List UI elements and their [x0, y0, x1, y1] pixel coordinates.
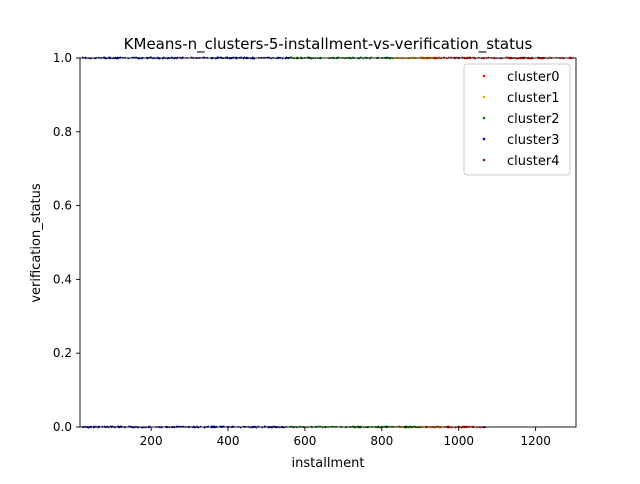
legend-label-cluster1: cluster1 [507, 91, 559, 106]
legend-marker-cluster4 [482, 158, 486, 162]
legend-box [463, 63, 571, 176]
y-tick-label: 0.8 [53, 125, 72, 139]
x-tick-label: 600 [293, 434, 316, 448]
legend-label-cluster3: cluster3 [507, 133, 559, 148]
plot-frame [79, 57, 577, 428]
chart-title: KMeans-n_clusters-5-installment-vs-verif… [124, 35, 533, 54]
legend-marker-cluster2 [482, 116, 486, 120]
y-tick-label: 1.0 [53, 51, 72, 65]
legend-label-cluster0: cluster0 [507, 70, 559, 85]
x-axis-label: installment [292, 456, 365, 471]
x-tick-label: 1000 [443, 434, 474, 448]
y-tick-label: 0.0 [53, 420, 72, 434]
y-tick-label: 0.4 [53, 272, 72, 286]
x-tick-label: 400 [217, 434, 240, 448]
y-tick-label: 0.2 [53, 346, 72, 360]
y-tick-label: 0.6 [53, 199, 72, 213]
x-tick-label: 1200 [520, 434, 551, 448]
legend-label-cluster4: cluster4 [507, 154, 559, 169]
x-tick-label: 200 [140, 434, 163, 448]
x-tick-label: 800 [370, 434, 393, 448]
legend: cluster0 cluster1 cluster2 cluster3 cluster4 [463, 63, 571, 176]
legend-label-cluster2: cluster2 [507, 112, 559, 127]
legend-marker-cluster3 [482, 137, 486, 141]
legend-marker-cluster0 [482, 74, 486, 78]
axes: 200 400 600 800 1000 1200 0.0 0.2 0.4 0.6 0.8 1.0 [53, 51, 577, 448]
legend-marker-cluster1 [482, 95, 486, 99]
y-axis-label: verification_status [29, 183, 44, 303]
